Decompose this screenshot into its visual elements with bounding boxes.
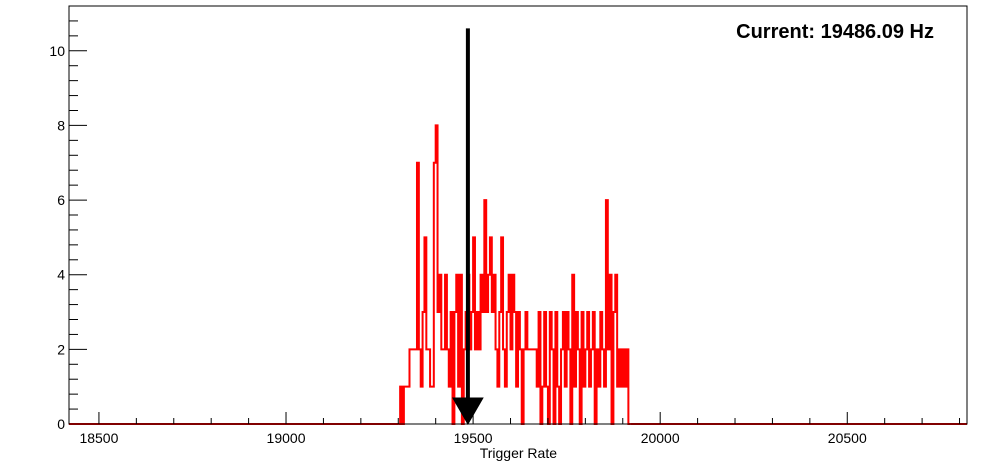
x-axis: 18500 19000 19500 20000 20500 (79, 412, 961, 446)
x-tick-label: 19500 (454, 430, 493, 446)
y-axis: 0 2 4 6 8 10 (49, 5, 87, 432)
x-tick-label: 20000 (641, 430, 680, 446)
y-tick-label: 6 (57, 192, 65, 208)
y-tick-label: 10 (49, 43, 65, 59)
x-tick-label: 18500 (79, 430, 118, 446)
x-tick-label: 20500 (828, 430, 867, 446)
y-tick-label: 8 (57, 117, 65, 133)
current-rate-arrow (452, 28, 484, 426)
y-tick-label: 4 (57, 267, 65, 283)
current-rate-label: Current: 19486.09 Hz (736, 21, 934, 43)
histogram-series (69, 124, 967, 425)
x-tick-label: 19000 (267, 430, 306, 446)
y-tick-label: 0 (57, 416, 65, 432)
arrow-head (452, 397, 484, 426)
x-axis-title: Trigger Rate (480, 445, 558, 461)
y-tick-label: 2 (57, 341, 65, 357)
histogram-line (398, 124, 631, 425)
